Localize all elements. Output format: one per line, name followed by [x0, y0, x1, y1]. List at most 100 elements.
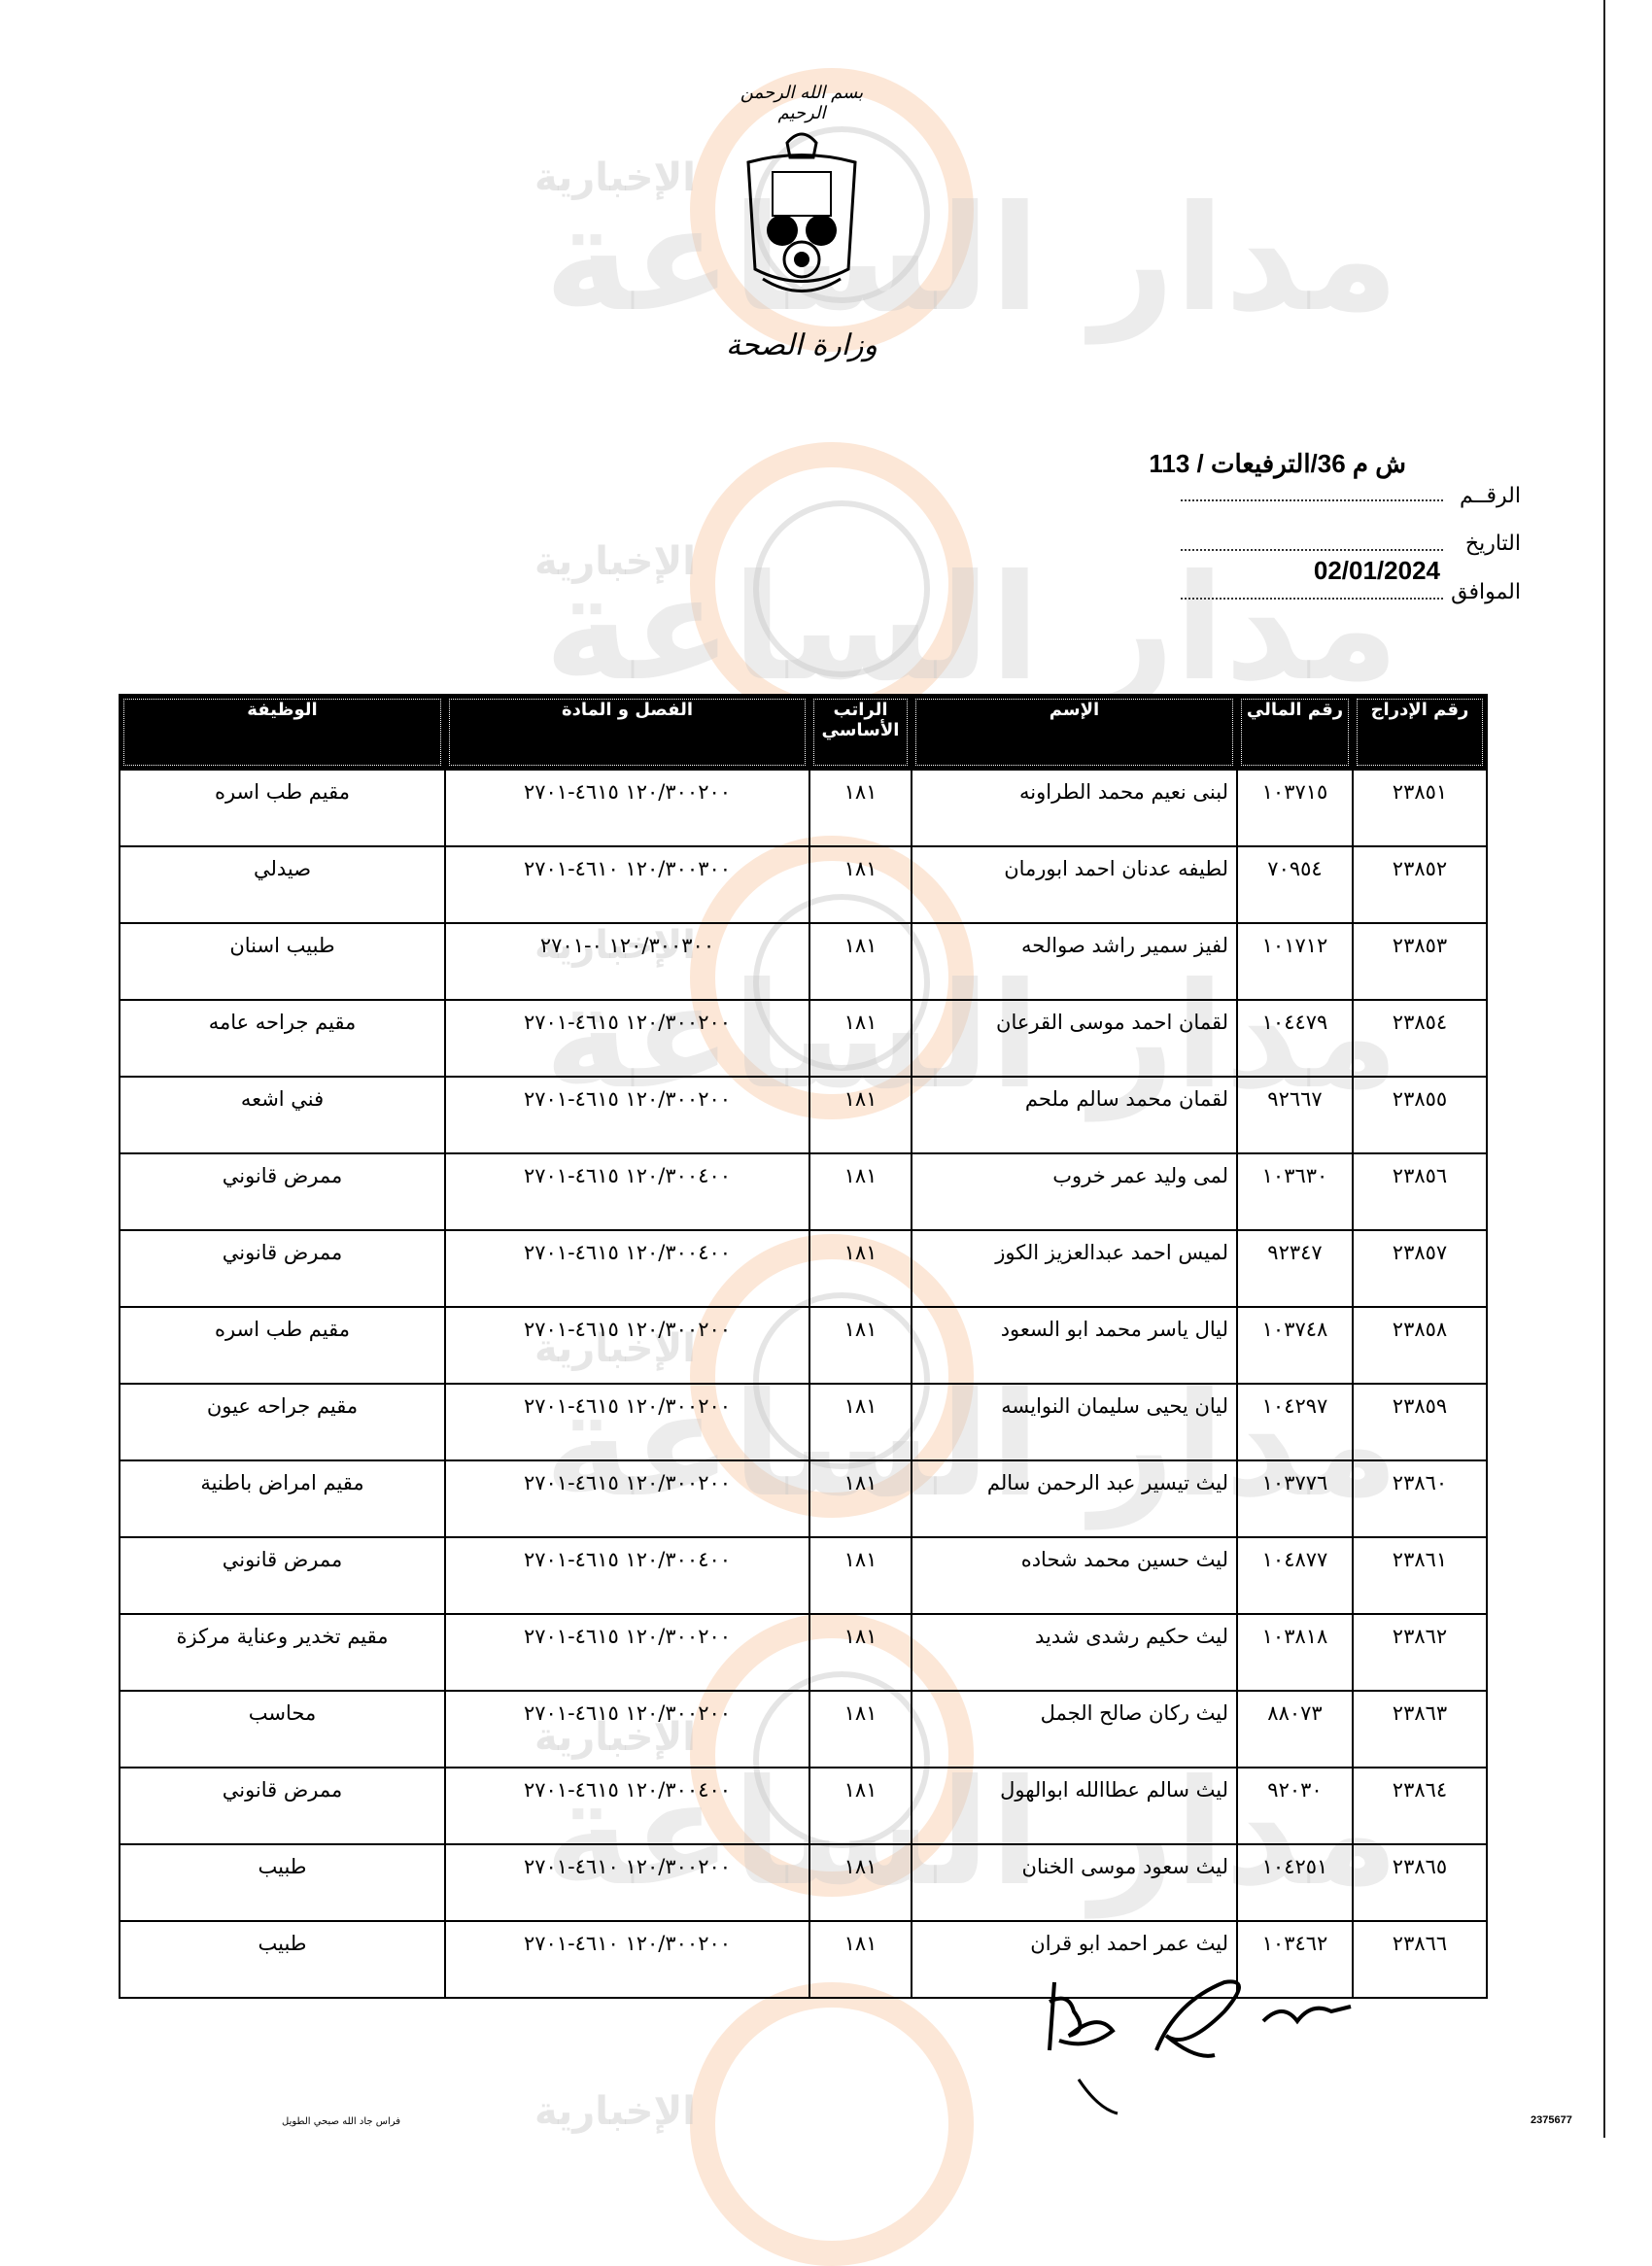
cell-financial-number: ١٠٤٤٧٩ — [1236, 999, 1354, 1078]
table-row: ٢٣٨٥٨ ١٠٣٧٤٨ ليال ياسر محمد ابو السعود ١٨١ ١… — [119, 1306, 1488, 1385]
table-row: ٢٣٨٥٥ ٩٢٦٦٧ لقمان محمد سالم ملحم ١٨١ ١٢٠/٣٠٠… — [119, 1076, 1488, 1154]
cell-entry-number: ٢٣٨٥٢ — [1352, 845, 1488, 924]
cell-job: ممرض قانوني — [119, 1536, 446, 1615]
cell-basic-salary: ١٨١ — [809, 1306, 912, 1385]
cell-name: لبنى نعيم محمد الطراونه — [911, 769, 1238, 847]
table-row: ٢٣٨٦٥ ١٠٤٢٥١ ليث سعود موسى الخنان ١٨١ ١٢٠/٣٠… — [119, 1843, 1488, 1922]
table-row: ٢٣٨٥٦ ١٠٣٦٣٠ لمى وليد عمر خروب ١٨١ ١٢٠/٣٠٠٤٠… — [119, 1152, 1488, 1231]
promotions-table: رقم الإدراج رقم المالي الإسم الراتب الأس… — [119, 694, 1488, 1999]
cell-job: مقيم جراحه عامه — [119, 999, 446, 1078]
cell-chapter-article: ١٢٠/٣٠٠٢٠٠ ٤٦١٠-٢٧٠١ — [444, 1843, 810, 1922]
cell-basic-salary: ١٨١ — [809, 1076, 912, 1154]
cell-name: لقمان احمد موسى القرعان — [911, 999, 1238, 1078]
cell-chapter-article: ١٢٠/٣٠٠٢٠٠ ٤٦١٥-٢٧٠١ — [444, 1690, 810, 1768]
cell-job: مقيم امراض باطنية — [119, 1459, 446, 1538]
cell-job: طبيب — [119, 1920, 446, 1999]
cell-name: ليث تيسير عبد الرحمن سالم — [911, 1459, 1238, 1538]
cell-chapter-article: ١٢٠/٣٠٠٢٠٠ ٤٦١٥-٢٧٠١ — [444, 1076, 810, 1154]
reference-number: ش م 36/الترفيعات / 113 — [1149, 449, 1406, 478]
cell-basic-salary: ١٨١ — [809, 1613, 912, 1692]
cell-entry-number: ٢٣٨٥١ — [1352, 769, 1488, 847]
cell-basic-salary: ١٨١ — [809, 845, 912, 924]
cell-entry-number: ٢٣٨٦٦ — [1352, 1920, 1488, 1999]
cell-chapter-article: ١٢٠/٣٠٠٢٠٠ ٤٦١٥-٢٧٠١ — [444, 1459, 810, 1538]
cell-chapter-article: ١٢٠/٣٠٠٢٠٠ ٤٦١٥-٢٧٠١ — [444, 1613, 810, 1692]
cell-chapter-article: ١٢٠/٣٠٠٤٠٠ ٤٦١٥-٢٧٠١ — [444, 1229, 810, 1308]
crown-emblem-icon — [746, 132, 857, 292]
col-header-entry-number: رقم الإدراج — [1352, 694, 1488, 771]
cell-financial-number: ٩٢٦٦٧ — [1236, 1076, 1354, 1154]
cell-chapter-article: ١٢٠/٣٠٠٢٠٠ ٤٦١٥-٢٧٠١ — [444, 999, 810, 1078]
cell-name: ليث سعود موسى الخنان — [911, 1843, 1238, 1922]
cell-basic-salary: ١٨١ — [809, 1383, 912, 1461]
table-row: ٢٣٨٦٠ ١٠٣٧٧٦ ليث تيسير عبد الرحمن سالم ١٨١ ١… — [119, 1459, 1488, 1538]
cell-chapter-article: ١٢٠/٣٠٠٢٠٠ ٤٦١٥-٢٧٠١ — [444, 1306, 810, 1385]
cell-name: لمى وليد عمر خروب — [911, 1152, 1238, 1231]
ministry-name: وزارة الصحة — [726, 328, 878, 362]
cell-entry-number: ٢٣٨٦٢ — [1352, 1613, 1488, 1692]
cell-basic-salary: ١٨١ — [809, 922, 912, 1001]
table-row: ٢٣٨٥٣ ١٠١٧١٢ لفيز سمير راشد صوالحه ١٨١ ١٢٠/٣… — [119, 922, 1488, 1001]
cell-basic-salary: ١٨١ — [809, 1690, 912, 1768]
cell-job: مقيم طب اسره — [119, 769, 446, 847]
cell-entry-number: ٢٣٨٥٥ — [1352, 1076, 1488, 1154]
cell-financial-number: ١٠٣٤٦٢ — [1236, 1920, 1354, 1999]
cell-financial-number: ١٠٣٧٤٨ — [1236, 1306, 1354, 1385]
cell-name: ليث عمر احمد ابو قران — [911, 1920, 1238, 1999]
cell-entry-number: ٢٣٨٥٩ — [1352, 1383, 1488, 1461]
cell-basic-salary: ١٨١ — [809, 1229, 912, 1308]
coat-of-arms: بسم الله الرحمن الرحيم — [734, 83, 870, 374]
cell-name: ليث حسين محمد شحاده — [911, 1536, 1238, 1615]
col-header-job: الوظيفة — [119, 694, 446, 771]
col-header-financial-number: رقم المالي — [1236, 694, 1354, 771]
table-row: ٢٣٨٥٧ ٩٢٣٤٧ لميس احمد عبدالعزيز الكوز ١٨١ ١٢… — [119, 1229, 1488, 1308]
cell-chapter-article: ١٢٠/٣٠٠٤٠٠ ٤٦١٥-٢٧٠١ — [444, 1767, 810, 1845]
date-value: 02/01/2024 — [1313, 556, 1440, 585]
table-row: ٢٣٨٦٢ ١٠٣٨١٨ ليث حكيم رشدى شديد ١٨١ ١٢٠/٣٠٠٢… — [119, 1613, 1488, 1692]
cell-chapter-article: ١٢٠/٣٠٠٤٠٠ ٤٦١٥-٢٧٠١ — [444, 1152, 810, 1231]
cell-financial-number: ١٠٤٢٥١ — [1236, 1843, 1354, 1922]
corresponding-dots — [1181, 598, 1443, 600]
cell-entry-number: ٢٣٨٥٣ — [1352, 922, 1488, 1001]
cell-chapter-article: ١٢٠/٣٠٠٢٠٠ ٤٦١٥-٢٧٠١ — [444, 769, 810, 847]
col-header-name: الإسم — [911, 694, 1238, 771]
cell-financial-number: ٧٠٩٥٤ — [1236, 845, 1354, 924]
cell-basic-salary: ١٨١ — [809, 999, 912, 1078]
table-row: ٢٣٨٦١ ١٠٤٨٧٧ ليث حسين محمد شحاده ١٨١ ١٢٠/٣٠٠… — [119, 1536, 1488, 1615]
cell-basic-salary: ١٨١ — [809, 769, 912, 847]
cell-job: مقيم جراحه عيون — [119, 1383, 446, 1461]
number-dots — [1181, 499, 1443, 501]
table-row: ٢٣٨٥١ ١٠٣٧١٥ لبنى نعيم محمد الطراونه ١٨١ ١٢٠… — [119, 769, 1488, 847]
signature — [1048, 1979, 1352, 2115]
table-row: ٢٣٨٦٦ ١٠٣٤٦٢ ليث عمر احمد ابو قران ١٨١ ١٢٠/٣… — [119, 1920, 1488, 1999]
cell-name: ليان يحيى سليمان النوايسه — [911, 1383, 1238, 1461]
cell-financial-number: ١٠٣٨١٨ — [1236, 1613, 1354, 1692]
cell-job: طبيب — [119, 1843, 446, 1922]
table-row: ٢٣٨٥٩ ١٠٤٢٩٧ ليان يحيى سليمان النوايسه ١٨١ ١… — [119, 1383, 1488, 1461]
cell-name: لقمان محمد سالم ملحم — [911, 1076, 1238, 1154]
table-header-row: رقم الإدراج رقم المالي الإسم الراتب الأس… — [119, 694, 1488, 771]
cell-financial-number: ١٠٤٨٧٧ — [1236, 1536, 1354, 1615]
table-row: ٢٣٨٥٤ ١٠٤٤٧٩ لقمان احمد موسى القرعان ١٨١ ١٢٠… — [119, 999, 1488, 1078]
cell-financial-number: ١٠٣٧٧٦ — [1236, 1459, 1354, 1538]
cell-job: محاسب — [119, 1690, 446, 1768]
scan-id: 2375677 — [1531, 2114, 1572, 2126]
number-label: الرقــم — [1459, 484, 1521, 508]
cell-entry-number: ٢٣٨٥٧ — [1352, 1229, 1488, 1308]
cell-name: ليال ياسر محمد ابو السعود — [911, 1306, 1238, 1385]
cell-financial-number: ١٠٤٢٩٧ — [1236, 1383, 1354, 1461]
cell-job: مقيم طب اسره — [119, 1306, 446, 1385]
cell-basic-salary: ١٨١ — [809, 1152, 912, 1231]
cell-job: ممرض قانوني — [119, 1152, 446, 1231]
footer-note: فراس جاد الله صبحي الطويل — [282, 2116, 401, 2127]
cell-chapter-article: ١٢٠/٣٠٠٢٠٠ ٤٦١٠-٢٧٠١ — [444, 1920, 810, 1999]
cell-job: صيدلي — [119, 845, 446, 924]
cell-entry-number: ٢٣٨٦٣ — [1352, 1690, 1488, 1768]
col-header-basic-salary: الراتب الأساسي — [809, 694, 912, 771]
cell-financial-number: ١٠٣٧١٥ — [1236, 769, 1354, 847]
cell-job: ممرض قانوني — [119, 1767, 446, 1845]
cell-basic-salary: ١٨١ — [809, 1843, 912, 1922]
cell-name: لطيفه عدنان احمد ابورمان — [911, 845, 1238, 924]
date-label: التاريخ — [1464, 532, 1521, 556]
cell-name: ليث ركان صالح الجمل — [911, 1690, 1238, 1768]
